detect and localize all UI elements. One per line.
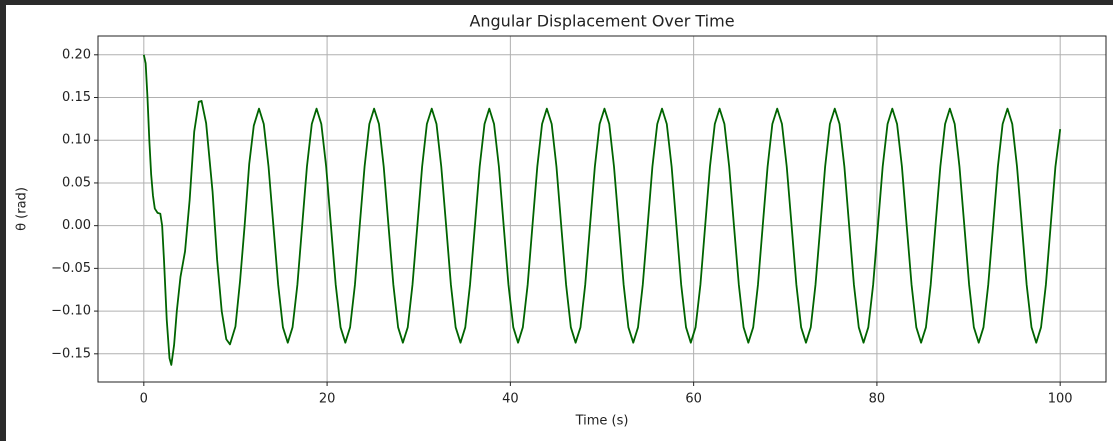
x-tick-label: 40 [502, 392, 519, 407]
x-axis-label: Time (s) [575, 414, 629, 429]
x-tick-label: 100 [1048, 392, 1073, 407]
y-tick-label: −0.10 [51, 304, 91, 319]
chart-title: Angular Displacement Over Time [469, 12, 734, 31]
x-tick-label: 80 [869, 392, 886, 407]
y-tick-label: −0.15 [51, 346, 91, 361]
y-tick-label: 0.00 [62, 218, 91, 233]
x-tick-label: 60 [685, 392, 702, 407]
x-tick-label: 0 [140, 392, 148, 407]
y-tick-label: 0.05 [62, 175, 91, 190]
y-tick-label: 0.15 [62, 90, 91, 105]
y-axis-label: θ (rad) [15, 187, 30, 231]
y-tick-label: −0.05 [51, 261, 91, 276]
y-tick-label: 0.10 [62, 133, 91, 148]
plot-frame [97, 35, 1107, 383]
data-line [142, 54, 1062, 366]
x-tick-label: 20 [319, 392, 336, 407]
figure-background [6, 5, 1113, 441]
y-tick-label: 0.20 [62, 47, 91, 62]
